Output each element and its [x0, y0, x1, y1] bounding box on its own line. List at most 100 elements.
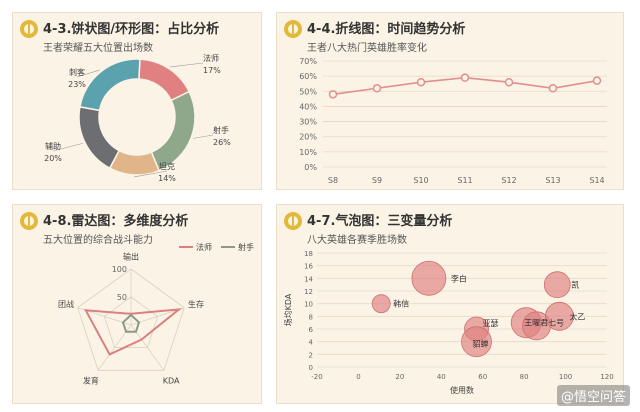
x-tick-label: 20 [395, 373, 404, 381]
data-point [372, 84, 382, 93]
y-tick-label: 10% [299, 148, 317, 157]
y-tick-label: 0% [304, 163, 317, 172]
radar-chart-panel: 4-8.雷达图：多维度分析 五大位置的综合战斗能力 输出 生存 KDA 发育 团战 50 1… [12, 204, 262, 404]
chart-title: 4-4.折线图：时间趋势分析 [307, 22, 466, 37]
y-tick-label: 12 [304, 288, 313, 296]
y-tick-label: 14 [304, 275, 313, 283]
y-tick-label: 40% [299, 102, 317, 111]
slice-value-label: 26% [213, 138, 231, 147]
x-tick-label: -20 [311, 373, 322, 381]
radar-axis-label: 生存 [188, 299, 204, 309]
radar-series [83, 308, 183, 356]
bubble [461, 326, 492, 358]
y-tick-label: 4 [309, 339, 314, 347]
y-tick-label: 2 [309, 351, 313, 359]
badge-icon [20, 20, 38, 38]
line-chart-panel: 4-4.折线图：时间趋势分析 王者八大热门英雄胜率变化 0% 10% 20% 30% 4… [276, 12, 624, 190]
leader-line [76, 69, 100, 78]
x-axis-label: 使用数 [450, 385, 474, 395]
leader-line [170, 62, 204, 68]
bubble-label: 凯 [571, 280, 579, 290]
y-tick-label: 10 [304, 301, 313, 309]
donut-slice [78, 105, 121, 170]
x-tick-label: S11 [457, 176, 472, 185]
chart-subtitle: 王者八大热门英雄胜率变化 [307, 43, 427, 54]
x-tick-label: 60 [478, 373, 487, 381]
y-axis-label: 场均KDA [283, 293, 293, 326]
chart-subtitle: 八大英雄各赛季胜场数 [307, 235, 407, 246]
bubble [544, 301, 574, 331]
x-tick-label: 80 [520, 373, 529, 381]
data-point [328, 90, 338, 99]
radar-series [121, 313, 141, 333]
radar-tick-label: 100 [112, 265, 127, 274]
y-tick-label: 20% [299, 133, 317, 142]
slice-label: 坦克 [159, 162, 175, 171]
slice-label: 射手 [213, 125, 229, 135]
badge-icon [284, 20, 302, 38]
y-tick-label: 70% [299, 57, 317, 66]
data-point [548, 84, 558, 93]
x-tick-label: S12 [501, 176, 516, 185]
radar-grid [77, 268, 185, 371]
slice-value-label: 20% [44, 154, 62, 163]
y-tick-label: 8 [309, 313, 313, 321]
bubble-label: 貂蝉 [473, 339, 489, 349]
data-point [592, 76, 602, 85]
radar-axis-label: 团战 [58, 299, 74, 309]
line-chart: 0% 10% 20% 30% 40% 50% 60% 70% S8 S9 S10 S11 S12 S13 S… [299, 57, 607, 185]
y-tick-label: 16 [304, 263, 313, 271]
chart-title: 4-7.气泡图：三变量分析 [307, 214, 453, 229]
slice-label: 辅助 [45, 141, 61, 151]
x-tick-label: S10 [413, 176, 428, 185]
radar-grid [103, 296, 159, 349]
x-tick-label: S8 [328, 176, 338, 185]
legend-label: 射手 [238, 243, 254, 252]
bubble [371, 294, 391, 314]
bubble-label: 王曜君七号 [524, 319, 564, 328]
donut-chart: 法师 17% 射手 26% 坦克 14% 辅助 20% 刺客 23% [44, 53, 231, 183]
y-tick-label: 50% [299, 87, 317, 96]
donut-slice [79, 58, 141, 112]
y-tick-label: 6 [309, 326, 314, 334]
leader-line [133, 170, 168, 178]
data-point [460, 73, 470, 82]
bubble-chart-panel: 4-7.气泡图：三变量分析 八大英雄各赛季胜场数 0 2 4 6 8 10 12 14 16 18… [276, 204, 624, 404]
y-tick-label: 30% [299, 118, 317, 127]
bubble-label: 太乙 [569, 311, 585, 321]
radar-axis-label: 发育 [83, 375, 99, 385]
bubble [543, 271, 571, 299]
chart-title: 4-8.雷达图：多维度分析 [43, 214, 189, 229]
x-tick-label: S14 [589, 176, 604, 185]
radar-axis-label: 输出 [123, 252, 139, 262]
x-tick-label: 0 [356, 373, 360, 381]
slice-label: 法师 [203, 53, 219, 63]
y-tick-label: 0 [309, 364, 313, 372]
x-tick-label: S9 [372, 176, 382, 185]
chart-title: 4-3.饼状图/环形图：占比分析 [43, 22, 220, 37]
slice-value-label: 23% [68, 80, 86, 89]
x-tick-label: 40 [437, 373, 446, 381]
radar-tick-label: 50 [117, 293, 127, 302]
bubble-label: 亚瑟 [483, 319, 499, 328]
y-tick-label: 60% [299, 72, 317, 81]
donut-slice [150, 90, 196, 172]
badge-icon [20, 212, 38, 230]
chart-subtitle: 五大位置的综合战斗能力 [43, 235, 153, 246]
data-point [504, 77, 514, 87]
slice-value-label: 17% [203, 66, 221, 75]
bubble [411, 260, 447, 296]
watermark: @悟空问答 [556, 385, 630, 406]
chart-subtitle: 王者荣耀五大位置出场数 [43, 43, 153, 54]
badge-icon [284, 212, 302, 230]
y-tick-label: 18 [304, 250, 313, 258]
bubble-label: 李白 [451, 273, 467, 283]
leader-line [193, 134, 214, 139]
x-tick-label: S13 [545, 176, 560, 185]
x-tick-label: 100 [559, 373, 572, 381]
data-point [416, 77, 426, 87]
x-tick-label: 120 [600, 373, 613, 381]
bubble-label: 韩信 [393, 299, 409, 309]
